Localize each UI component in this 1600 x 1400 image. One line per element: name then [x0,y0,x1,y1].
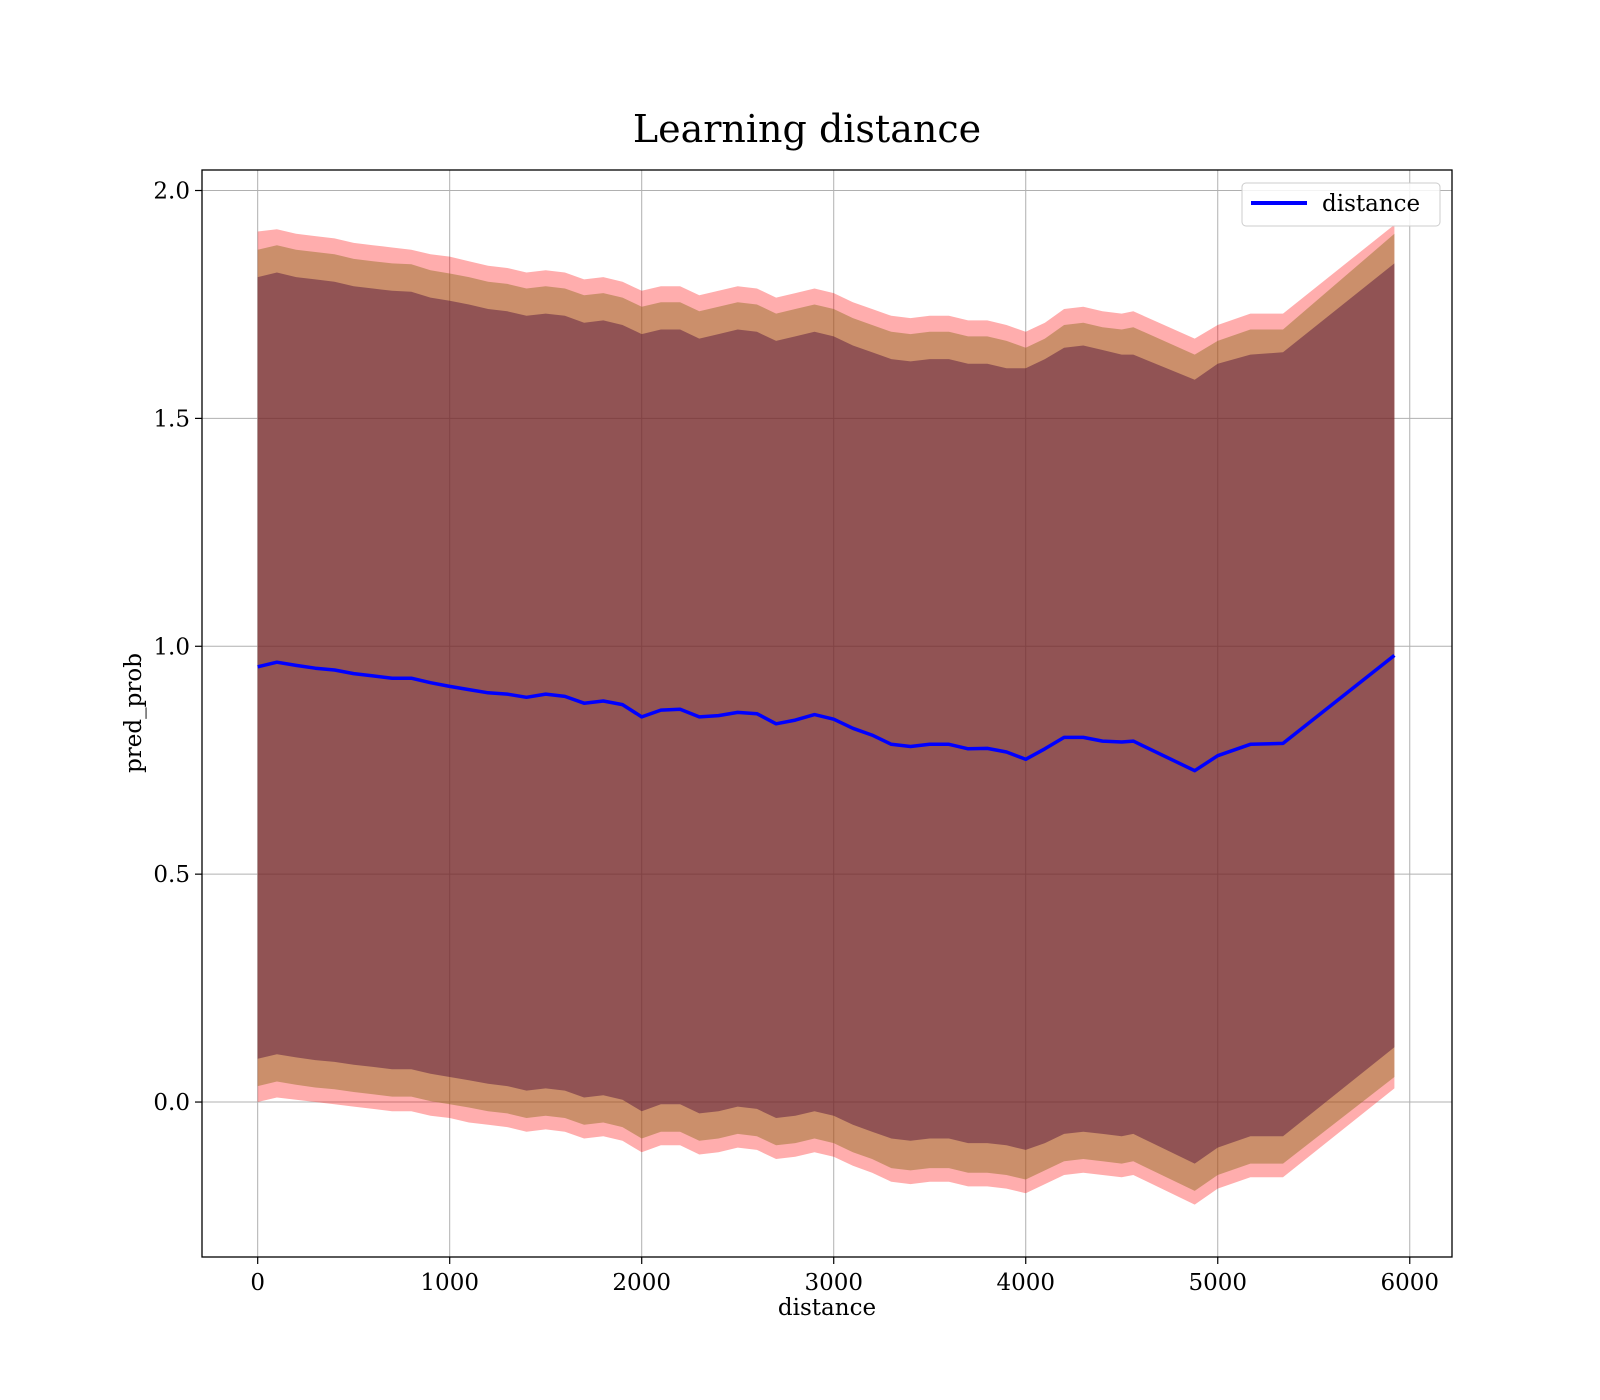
x-tick-label: 3000 [804,1270,863,1296]
grid [202,170,1452,1257]
x-tick-label: 0 [250,1270,265,1296]
legend-entry-distance: distance [1322,191,1420,217]
x-tick-label: 4000 [996,1270,1055,1296]
y-tick-label: 1.0 [153,634,190,660]
band-inner [257,263,1395,1164]
y-axis-label: pred_prob [121,653,147,773]
legend: distance [1241,182,1441,227]
x-tick-label: 5000 [1188,1270,1247,1296]
y-tick-label: 2.0 [153,179,190,205]
y-tick-label: 1.5 [153,406,190,432]
series-line-distance [257,654,1396,773]
x-axis: 0 1000 2000 3000 4000 5000 6000 [250,1257,1439,1296]
x-tick-label: 1000 [420,1270,479,1296]
series [257,654,1396,773]
chart-title: Learning distance [633,107,981,151]
legend-box [1241,182,1441,227]
y-tick-label: 0.5 [153,862,190,888]
y-axis: 0.0 0.5 1.0 1.5 2.0 [153,179,202,1116]
plot-area [201,169,1453,1258]
y-tick-label: 0.0 [153,1090,190,1116]
x-tick-label: 2000 [612,1270,671,1296]
confidence-bands [257,224,1395,1205]
x-tick-label: 6000 [1380,1270,1439,1296]
x-axis-label: distance [778,1295,876,1321]
band-outer [257,224,1395,1205]
plot-frame [201,169,1453,1258]
band-middle [257,233,1395,1191]
